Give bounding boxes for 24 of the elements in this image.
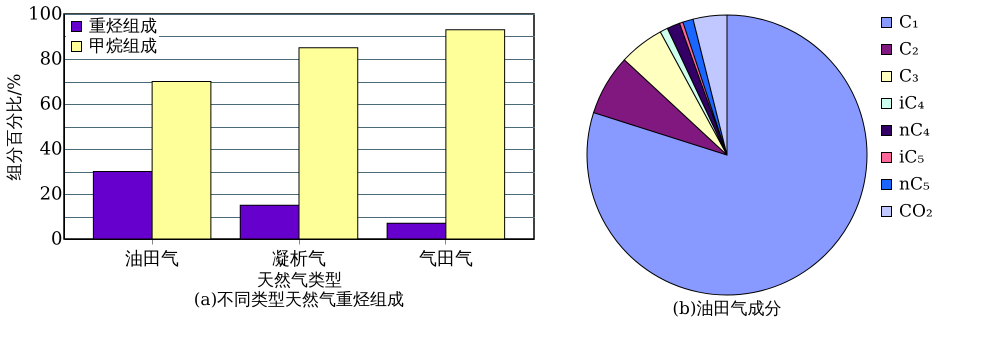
legend-label: C₃ xyxy=(899,66,919,86)
pie-slice xyxy=(586,14,868,296)
legend-label: C₁ xyxy=(899,12,919,32)
legend-label: nC₅ xyxy=(899,174,930,194)
legend-label: 重烃组成 xyxy=(89,16,157,36)
y-tick-label: 0 xyxy=(51,228,62,250)
x-axis-title: 天然气类型 xyxy=(257,270,342,290)
legend-label: 甲烷组成 xyxy=(89,36,157,56)
legend-label: iC₄ xyxy=(899,94,924,114)
legend-label: CO₂ xyxy=(899,202,933,222)
x-tick-label: 气田气 xyxy=(418,248,473,270)
text: (a)不同类型天然气重烃组成 xyxy=(194,290,404,310)
x-tick-label: 油田气 xyxy=(125,248,180,270)
legend-label: iC₅ xyxy=(899,148,924,168)
y-tick-label: 100 xyxy=(28,4,62,24)
y-tick-label: 40 xyxy=(40,138,62,160)
legend-label: nC₄ xyxy=(899,120,930,140)
text: (b)油田气成分 xyxy=(672,299,782,319)
y-axis-title: 组分百分比/% xyxy=(5,74,26,180)
y-tick-label: 80 xyxy=(40,48,62,70)
x-tick-label: 凝析气 xyxy=(272,248,326,270)
y-tick-label: 20 xyxy=(40,184,62,204)
legend-label: C₂ xyxy=(899,40,919,60)
y-tick-label: 60 xyxy=(40,94,62,114)
